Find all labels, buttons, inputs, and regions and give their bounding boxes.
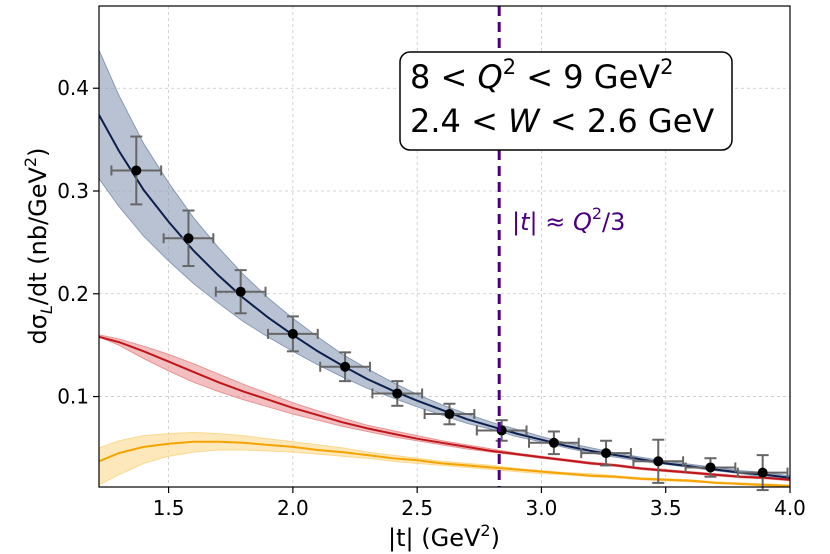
x-tick-label: 1.5: [153, 496, 185, 520]
data-marker: [757, 467, 768, 478]
plot-frame: [98, 5, 791, 488]
data-point: [528, 430, 580, 456]
x-tick-label: 4.0: [774, 496, 806, 520]
x-tick-label: 2.5: [401, 496, 433, 520]
data-point: [110, 135, 163, 206]
data-point: [736, 454, 789, 492]
annotation-box: 8 < Q2 < 9 GeV2 2.4 < W < 2.6 GeV: [399, 51, 733, 151]
y-tick-label: 0.3: [57, 179, 89, 203]
y-tick-label: 0.4: [57, 76, 89, 100]
data-marker: [131, 165, 142, 176]
red-component-band: [99, 334, 790, 482]
y-tick-label: 0.1: [57, 385, 89, 409]
data-point: [423, 402, 476, 426]
data-marker: [548, 437, 559, 448]
data-marker: [340, 361, 351, 372]
data-marker: [705, 462, 716, 473]
data-point: [267, 315, 319, 353]
x-tick-label: 2.0: [277, 496, 309, 520]
x-tick-label: 3.0: [526, 496, 558, 520]
data-point: [632, 438, 685, 484]
vertical-line-label: |t| ≈ Q2/3: [512, 204, 625, 236]
data-points: [110, 135, 789, 492]
data-marker: [235, 286, 246, 297]
x-axis-label: |t| (GeV2): [388, 521, 500, 552]
data-marker: [601, 448, 612, 459]
annotation-w-range: 2.4 < W < 2.6 GeV: [410, 102, 714, 140]
total-fit-band: [99, 49, 790, 480]
axis-ticks: 1.5 2.0 2.5 3.0 3.5 4.0 0.1 0.2 0.3 0.4: [57, 76, 806, 520]
annotation-box-frame: [399, 51, 733, 151]
data-point: [580, 439, 632, 467]
fit-curves: [99, 114, 790, 487]
data-point: [162, 209, 215, 268]
orange-component-line: [99, 440, 790, 487]
data-point: [214, 269, 267, 315]
data-marker: [392, 388, 403, 399]
data-marker: [653, 456, 664, 467]
red-component-line: [99, 335, 790, 481]
orange-component-band: [99, 431, 790, 487]
y-axis-label: dσL/dt (nb/GeV2): [21, 148, 56, 345]
annotation-q2-range: 8 < Q2 < 9 GeV2: [410, 55, 674, 96]
data-marker: [444, 409, 455, 420]
data-point: [371, 380, 424, 407]
x-tick-label: 3.5: [650, 496, 682, 520]
y-tick-label: 0.2: [57, 282, 89, 306]
data-marker: [287, 328, 298, 339]
total-fit-line: [99, 114, 790, 479]
data-point: [684, 457, 737, 478]
data-point: [319, 351, 371, 383]
data-marker: [183, 233, 194, 244]
